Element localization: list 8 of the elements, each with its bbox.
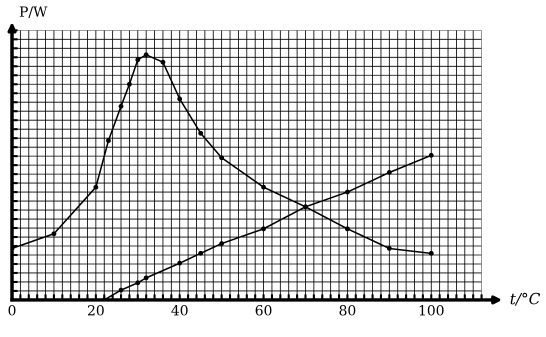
x-tick-label: 40 [171, 305, 188, 316]
y-axis-title: P/W [20, 6, 48, 18]
x-tick-label: 80 [340, 305, 356, 316]
x-axis-title: t/°C [510, 292, 540, 306]
x-tick-label: 0 [8, 305, 16, 316]
x-tick-label: 20 [88, 305, 104, 316]
x-tick-label: 100 [420, 305, 444, 316]
x-tick-label: 60 [256, 305, 272, 316]
